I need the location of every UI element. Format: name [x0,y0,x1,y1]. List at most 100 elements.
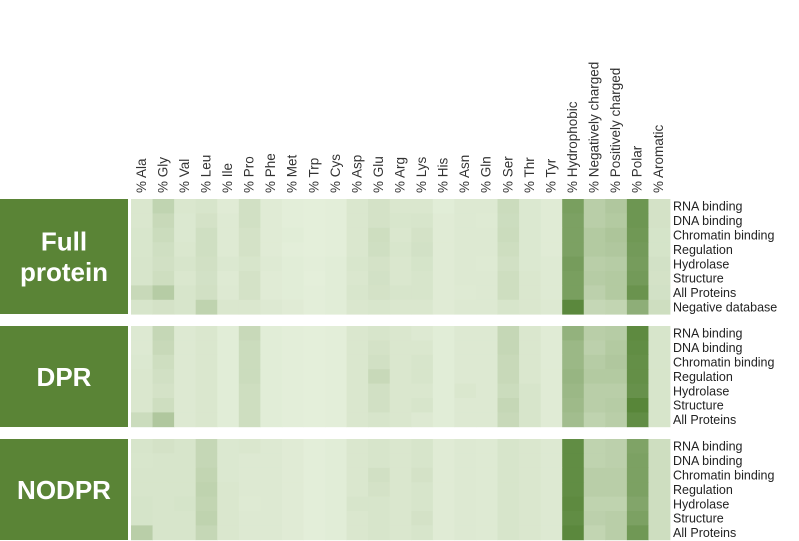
heatmap-cell [432,412,455,428]
heatmap-cell [195,453,218,469]
row-label: Regulation [673,370,733,384]
heatmap-cell [432,199,455,214]
heatmap-cell [368,511,391,526]
row-label: RNA binding [673,327,743,341]
heatmap-cell [497,354,520,370]
column-label: % Tyr [543,158,558,193]
heatmap-cell [325,242,347,257]
heatmap-cell [281,398,304,413]
row-label: Hydrolase [673,257,729,271]
heatmap-cell [346,482,369,497]
heatmap-cell [475,340,498,356]
heatmap-cell [281,467,304,483]
heatmap-cell [238,199,261,214]
heatmap-cell [519,453,542,469]
heatmap-cell [648,369,671,384]
heatmap-cell [303,271,326,286]
heatmap-cell [238,453,261,469]
heatmap-cell [325,453,347,469]
heatmap-cell [195,496,218,512]
heatmap-cell [626,467,649,483]
heatmap-cell [648,383,671,399]
heatmap-cell [583,199,606,214]
heatmap-cell [368,227,391,243]
heatmap-cell [540,340,563,356]
heatmap-cell [260,242,283,257]
heatmap-cell [174,354,197,370]
column-labels: % Ala % Gly % Val % Leu % Ile % Pro % Phe % Met… [134,62,666,193]
heatmap-cell [281,256,304,272]
group-block [0,199,128,314]
column-label: % Cys [328,154,343,193]
heatmap-cell [260,199,283,214]
heatmap-cell [195,412,218,428]
heatmap-cell [174,256,197,272]
heatmap-cell [195,199,218,214]
row-label: Chromatin binding [673,469,774,483]
heatmap-cell [454,412,477,428]
heatmap-cell [454,383,477,399]
heatmap-cell [281,227,304,243]
row-label: Chromatin binding [673,356,774,370]
heatmap-cell [281,525,304,541]
heatmap-cell [238,299,261,315]
heatmap-cell [152,213,175,229]
heatmap-cell [389,227,412,243]
heatmap-cell [389,511,412,526]
heatmap-cell [195,242,218,257]
column-label: % Trp [306,158,321,193]
heatmap-cell [131,271,153,286]
heatmap-cell [325,340,347,356]
heatmap-cell [454,326,477,341]
heatmap-cell [174,525,197,541]
heatmap-cell [389,383,412,399]
heatmap-cell [303,242,326,257]
heatmap-cell [562,340,585,356]
heatmap-cell [540,511,563,526]
heatmap-cell [626,354,649,370]
heatmap-cell [368,340,391,356]
heatmap-cell [389,326,412,341]
heatmap-cell [325,398,347,413]
column-label: % Phe [263,153,278,193]
heatmap-cell [195,354,218,370]
heatmap-cell [519,496,542,512]
heatmap-cell [605,326,628,341]
heatmap-cell [238,412,261,428]
heatmap-cell [131,213,153,229]
heatmap-cell [152,227,175,243]
heatmap-cell [648,227,671,243]
heatmap-cell [152,326,175,341]
heatmap-cell [648,439,671,454]
column-label: % Negatively charged [587,62,602,193]
heatmap-cell [303,467,326,483]
heatmap-cell [152,242,175,257]
heatmap-cell [605,227,628,243]
heatmap-cell [303,439,326,454]
row-label: Regulation [673,483,733,497]
heatmap-cell [540,482,563,497]
column-label: % Thr [522,157,537,193]
heatmap-cell [281,285,304,301]
heatmap-cell [281,326,304,341]
heatmap-cell [540,467,563,483]
heatmap-cell [260,340,283,356]
heatmap-cell [195,227,218,243]
heatmap-cell [238,340,261,356]
heatmap-cell [519,511,542,526]
heatmap-cell [411,213,434,229]
heatmap-cell [174,326,197,341]
heatmap-cell [562,299,585,315]
row-label: Structure [673,399,724,413]
heatmap-cell [583,285,606,301]
column-label: % Glu [371,156,386,193]
heatmap-cell [174,383,197,399]
heatmap-cell [454,213,477,229]
heatmap-cell [174,496,197,512]
heatmap-cell [497,439,520,454]
heatmap-cell [519,227,542,243]
heatmap-cell [411,285,434,301]
heatmap-cell [174,398,197,413]
heatmap-cell [195,256,218,272]
